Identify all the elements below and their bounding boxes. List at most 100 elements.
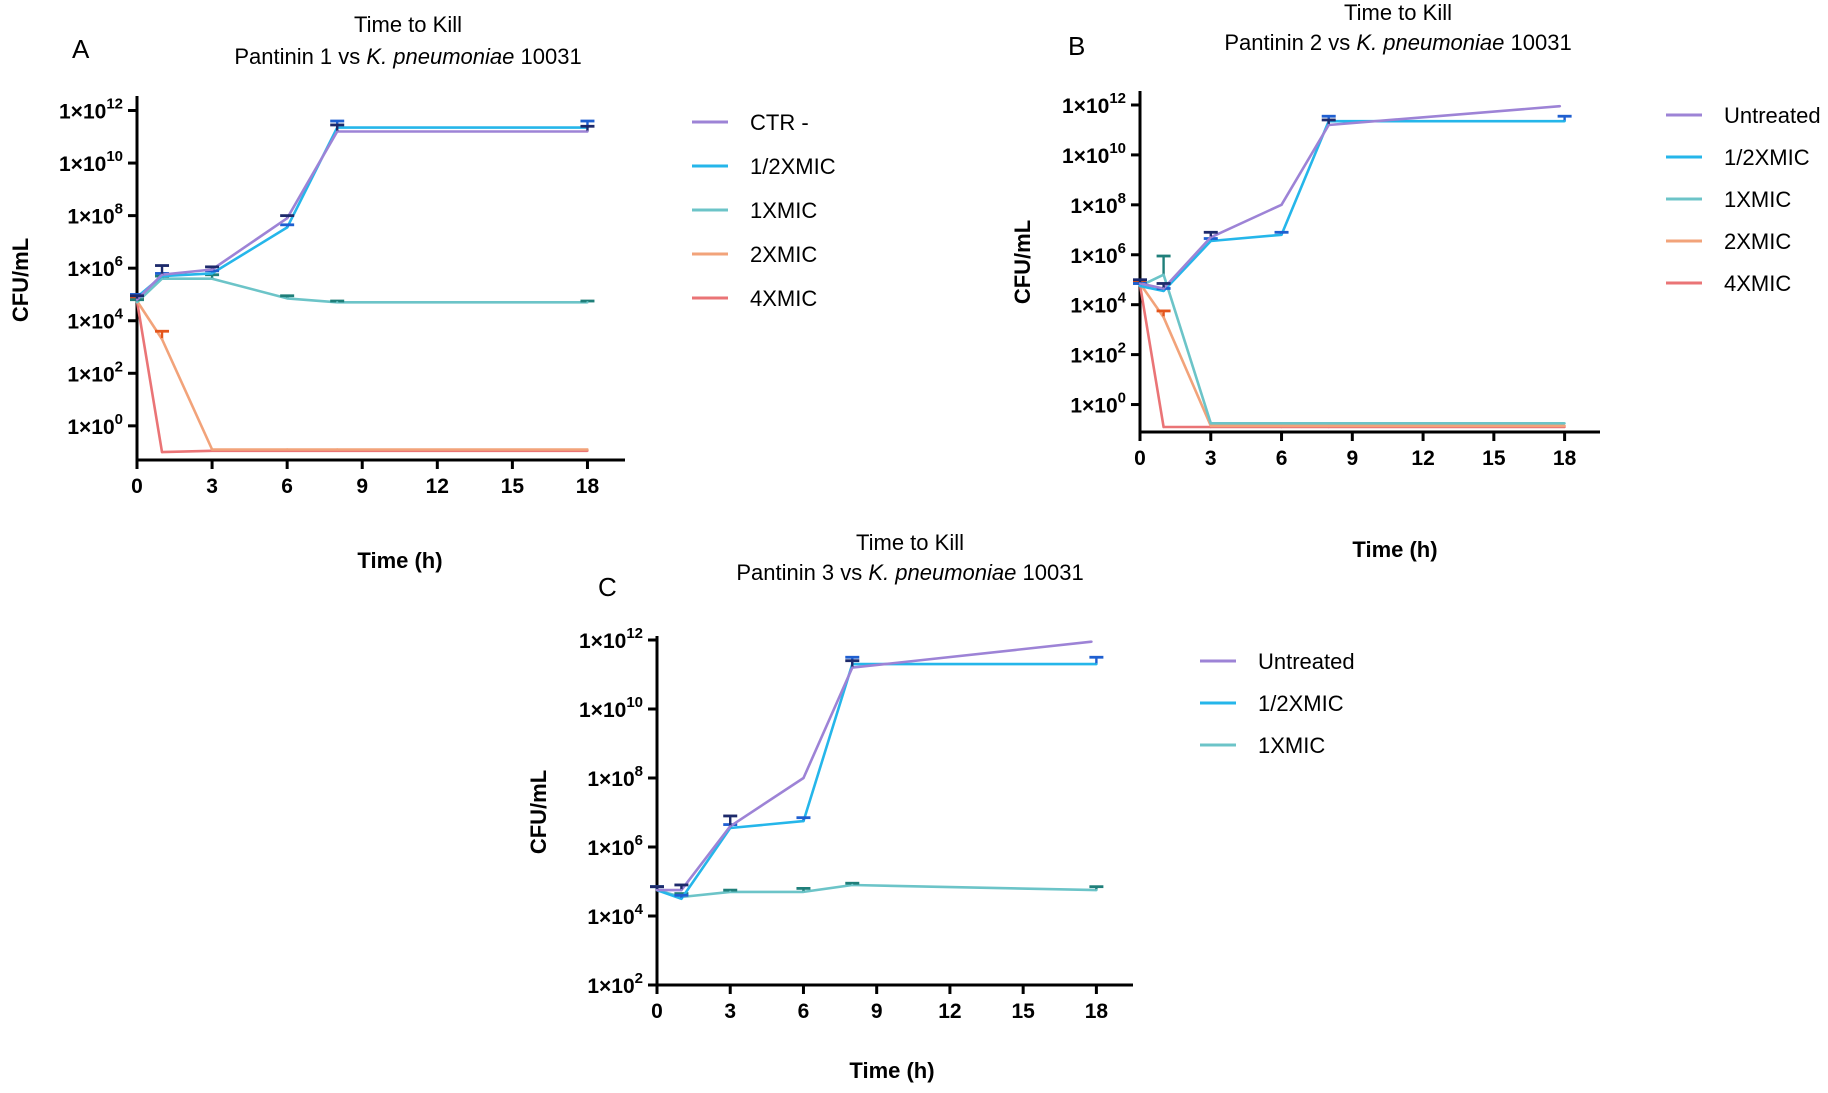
series-line [136,126,588,299]
y-tick-label: 1×1010 [59,148,123,176]
legend-label: 1XMIC [1724,187,1791,212]
data-point [680,897,683,900]
x-tick-label: 3 [206,475,218,498]
legend-label: 1/2XMIC [750,154,836,179]
legend-label: 1XMIC [1258,733,1325,758]
data-point [336,448,339,451]
data-point [851,883,854,887]
title-species: K. pneumoniae [366,44,514,69]
x-tick-label: 15 [501,475,525,498]
data-point [1209,236,1212,239]
y-tick-label: 1×1012 [579,625,643,653]
y-axis-title: CFU/mL [1010,220,1035,304]
series-4xmic [1133,280,1566,429]
data-point [1558,105,1562,108]
title-suffix: 10031 [1016,560,1083,585]
y-tick-label: 1×100 [1070,390,1126,418]
data-point [160,273,164,276]
x-tick-label: 9 [356,475,368,498]
data-point [1209,424,1212,427]
series-ctr [130,123,595,301]
x-tick-label: 3 [724,1000,736,1023]
chart-panel-b: B Time to Kill Pantinin 2 vs K. pneumoniae… [1010,0,1821,562]
data-point [1563,120,1566,123]
x-axis-title: Time (h) [357,548,442,573]
series-line [136,130,588,301]
x-tick-label: 12 [426,475,449,498]
series-line [1139,104,1561,290]
x-axis-title: Time (h) [849,1058,934,1083]
legend-label: 1/2XMIC [1724,145,1810,170]
data-point [851,666,854,669]
data-point [802,776,805,780]
panel-letter: B [1068,31,1085,61]
chart-panel-c: C Time to Kill Pantinin 3 vs K. pneumoniae… [526,530,1355,1083]
series-untreated [650,640,1093,892]
x-tick-label: 18 [576,475,600,498]
x-tick-label: 6 [281,475,293,498]
chart-title-line2: Pantinin 1 vs K. pneumoniae 10031 [234,44,581,69]
y-tick-label: 1×104 [1070,290,1126,318]
y-axis-title: CFU/mL [8,238,33,322]
title-prefix: Pantinin 3 vs [736,560,868,585]
panel-letter: C [598,572,617,602]
y-tick-label: 1×108 [67,201,123,229]
series-1xmic [130,273,595,304]
legend-label: 4XMIC [1724,271,1791,296]
data-point [160,450,164,454]
x-tick-label: 12 [938,1000,961,1023]
data-point [586,448,589,451]
y-tick-label: 1×106 [67,253,123,281]
chart-panel-a: A Time to Kill Pantinin 1 vs K. pneumoniae… [8,12,836,573]
legend-label: 2XMIC [1724,229,1791,254]
data-point [586,301,589,304]
legend-label: 2XMIC [750,242,817,267]
data-point [1327,123,1330,127]
series-2xmic [1133,279,1566,428]
data-point [680,888,683,892]
data-point [285,217,289,220]
y-tick-label: 1×108 [587,763,643,791]
data-point [210,268,214,271]
x-tick-label: 15 [1011,1000,1035,1023]
y-tick-label: 1×106 [1070,240,1126,268]
data-point [1162,315,1165,319]
data-point [210,448,214,451]
series-untreated [1133,104,1562,290]
title-suffix: 10031 [514,44,581,69]
x-tick-label: 0 [651,1000,663,1023]
legend-label: Untreated [1258,649,1355,674]
data-point [655,888,659,892]
chart-title-line1: Time to Kill [1344,0,1452,25]
data-point [1280,203,1283,207]
series-line [136,277,588,304]
x-tick-label: 0 [131,475,143,498]
y-tick-label: 1×104 [67,306,123,334]
chart-title-line1: Time to Kill [354,12,462,37]
legend-label: 1/2XMIC [1258,691,1344,716]
x-tick-label: 0 [1134,447,1146,470]
data-point [285,226,289,229]
data-point [1138,284,1142,288]
legend: Untreated 1/2XMIC 1XMIC [1200,649,1355,758]
data-point [1209,422,1212,425]
series-line [135,300,588,454]
x-tick-label: 6 [1276,447,1288,470]
legend: CTR - 1/2XMIC 1XMIC 2XMIC 4XMIC [692,110,836,311]
y-tick-label: 1×1012 [59,96,123,124]
y-tick-label: 1×1012 [1062,90,1126,118]
data-point [586,130,589,133]
chart-title-line2: Pantinin 3 vs K. pneumoniae 10031 [736,560,1083,585]
series-line [656,883,1097,899]
data-point [1162,289,1165,293]
data-point [1095,888,1098,892]
x-tick-label: 18 [1553,447,1577,470]
y-tick-label: 1×100 [67,411,123,439]
y-tick-label: 1×102 [67,358,123,386]
data-point [729,890,732,894]
panel-letter: A [72,34,90,64]
legend-label: 4XMIC [750,286,817,311]
data-point [1563,422,1566,425]
series-4xmic [130,296,589,454]
x-tick-label: 9 [871,1000,883,1023]
